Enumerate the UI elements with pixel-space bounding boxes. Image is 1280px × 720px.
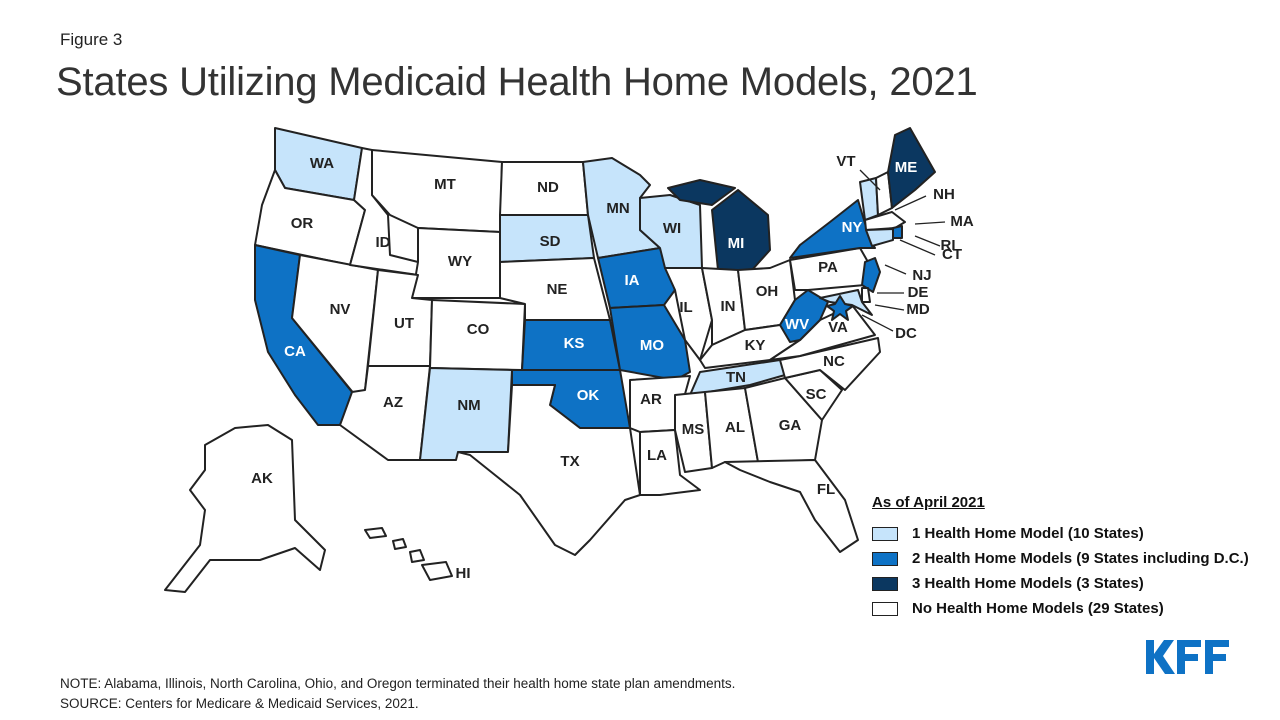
- state-label-me: ME: [895, 159, 918, 176]
- state-label-nj: NJ: [912, 267, 931, 284]
- state-label-vt: VT: [836, 153, 855, 170]
- legend-swatch: [872, 551, 898, 566]
- legend-label: 1 Health Home Model (10 States): [912, 525, 1144, 542]
- state-ia: [597, 247, 676, 309]
- state-label-ca: CA: [284, 343, 306, 360]
- legend-title: As of April 2021: [872, 494, 985, 511]
- state-label-mt: MT: [434, 176, 456, 193]
- state-nj: [861, 257, 881, 293]
- state-ms: [674, 391, 713, 473]
- state-label-il: IL: [679, 299, 692, 316]
- state-label-mo: MO: [640, 337, 664, 354]
- state-label-ma: MA: [950, 213, 973, 230]
- state-dc: [826, 295, 854, 321]
- state-label-nc: NC: [823, 353, 845, 370]
- legend-label: 2 Health Home Models (9 States including…: [912, 550, 1249, 567]
- state-ct: [865, 228, 894, 247]
- legend-item-none: No Health Home Models (29 States): [872, 596, 1249, 621]
- state-label-nm: NM: [457, 397, 480, 414]
- state-wv: [779, 289, 829, 343]
- figure-label: Figure 3: [60, 30, 123, 49]
- state-label-wa: WA: [310, 155, 334, 172]
- state-nm: [419, 367, 513, 461]
- legend: As of April 2021 1 Health Home Model (10…: [872, 494, 1249, 621]
- state-label-la: LA: [647, 447, 667, 464]
- state-label-fl: FL: [817, 481, 835, 498]
- footnote: NOTE: Alabama, Illinois, North Carolina,…: [60, 674, 735, 714]
- state-wy: [411, 227, 501, 299]
- state-label-ri: RI: [941, 237, 956, 254]
- state-label-ks: KS: [564, 335, 585, 352]
- state-ri: [892, 225, 903, 239]
- legend-swatch: [872, 576, 898, 591]
- state-label-in: IN: [721, 298, 736, 315]
- state-label-wv: WV: [785, 316, 809, 333]
- state-label-ne: NE: [547, 281, 568, 298]
- state-label-or: OR: [291, 215, 314, 232]
- state-label-sc: SC: [806, 386, 827, 403]
- state-label-oh: OH: [756, 283, 779, 300]
- state-label-sd: SD: [540, 233, 561, 250]
- legend-swatch: [872, 601, 898, 616]
- state-ak: [164, 424, 326, 593]
- page-title: States Utilizing Medicaid Health Home Mo…: [56, 60, 978, 104]
- state-label-ny: NY: [842, 219, 863, 236]
- source-text: SOURCE: Centers for Medicare & Medicaid …: [60, 696, 419, 711]
- state-ma: [864, 211, 906, 231]
- state-label-dc: DC: [895, 325, 917, 342]
- state-label-az: AZ: [383, 394, 403, 411]
- state-label-va: VA: [828, 319, 848, 336]
- state-label-de: DE: [908, 284, 929, 301]
- legend-item-one: 1 Health Home Model (10 States): [872, 521, 1249, 546]
- state-label-wy: WY: [448, 253, 472, 270]
- state-label-co: CO: [467, 321, 490, 338]
- state-label-tn: TN: [726, 369, 746, 386]
- state-label-wi: WI: [663, 220, 681, 237]
- state-label-al: AL: [725, 419, 745, 436]
- legend-label: 3 Health Home Models (3 States): [912, 575, 1144, 592]
- state-label-ga: GA: [779, 417, 802, 434]
- legend-swatch: [872, 526, 898, 541]
- state-label-ms: MS: [682, 421, 705, 438]
- state-label-ia: IA: [625, 272, 640, 289]
- state-de: [861, 287, 871, 303]
- state-label-mn: MN: [606, 200, 629, 217]
- state-me: [887, 127, 936, 209]
- state-label-md: MD: [906, 301, 929, 318]
- state-label-mi: MI: [728, 235, 745, 252]
- state-mo: [609, 304, 691, 381]
- state-label-pa: PA: [818, 259, 838, 276]
- state-fl: [724, 459, 859, 553]
- kff-logo: [1146, 640, 1229, 674]
- note-text: NOTE: Alabama, Illinois, North Carolina,…: [60, 676, 736, 691]
- state-label-ok: OK: [577, 387, 600, 404]
- state-label-nv: NV: [330, 301, 351, 318]
- state-tx: [457, 384, 641, 556]
- state-label-ky: KY: [745, 337, 766, 354]
- state-hi: [364, 527, 453, 581]
- legend-item-three: 3 Health Home Models (3 States): [872, 571, 1249, 596]
- state-label-hi: HI: [456, 565, 471, 582]
- state-md: [819, 289, 873, 316]
- legend-label: No Health Home Models (29 States): [912, 600, 1164, 617]
- state-label-id: ID: [376, 234, 391, 251]
- state-label-nd: ND: [537, 179, 559, 196]
- state-label-ar: AR: [640, 391, 662, 408]
- state-label-ak: AK: [251, 470, 273, 487]
- state-label-nh: NH: [933, 186, 955, 203]
- state-label-tx: TX: [560, 453, 579, 470]
- state-label-ut: UT: [394, 315, 414, 332]
- state-label-ct: CT: [942, 246, 962, 263]
- legend-item-two: 2 Health Home Models (9 States including…: [872, 546, 1249, 571]
